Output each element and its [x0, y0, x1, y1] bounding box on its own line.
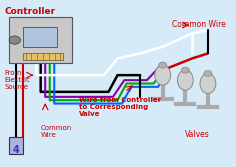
Circle shape	[159, 62, 167, 68]
Circle shape	[204, 70, 212, 76]
Circle shape	[9, 36, 20, 44]
Text: From
Electric
Source: From Electric Source	[4, 70, 30, 90]
Bar	[23, 27, 56, 47]
Bar	[9, 17, 72, 63]
Text: Common Wire: Common Wire	[172, 20, 226, 29]
Bar	[9, 137, 23, 154]
Text: Common
Wire: Common Wire	[41, 125, 72, 138]
Bar	[23, 53, 63, 60]
Text: Controller: Controller	[4, 7, 56, 16]
Text: 4: 4	[13, 145, 19, 155]
Ellipse shape	[177, 70, 193, 90]
Circle shape	[181, 67, 190, 73]
Text: Valves: Valves	[185, 130, 210, 139]
Ellipse shape	[155, 65, 171, 85]
Text: Wire from Controller
to Corresponding
Valve: Wire from Controller to Corresponding Va…	[79, 97, 161, 117]
Ellipse shape	[200, 73, 216, 94]
